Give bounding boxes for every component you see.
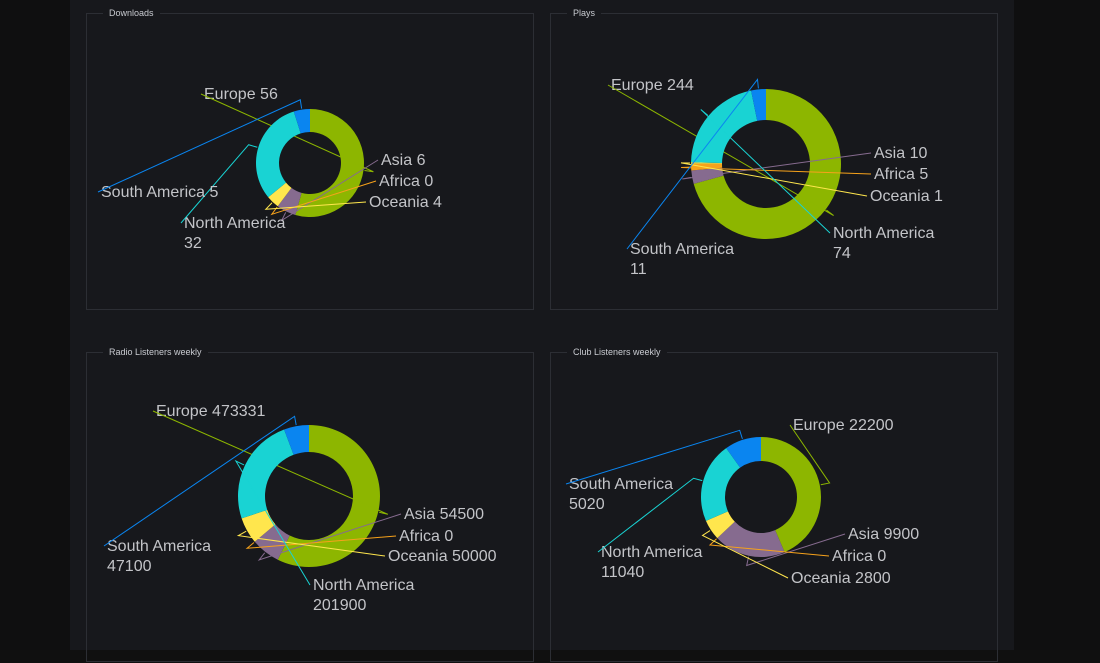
slice-europe[interactable] xyxy=(761,437,821,553)
label-oceania: Oceania 2800 xyxy=(791,570,891,587)
label-asia: Asia 6 xyxy=(381,152,426,169)
left-background xyxy=(0,0,70,650)
slice-oceania[interactable] xyxy=(241,509,276,542)
donut-chart-plays: Europe 244 Asia 10 Africa 5 Oceania 1 North … xyxy=(607,77,943,278)
label-europe: Europe 56 xyxy=(204,86,278,103)
donut-chart-radio-listeners: Europe 473331 Asia 54500 Africa 0 Oceania 5… xyxy=(103,403,497,614)
donut-chart-club-listeners: Europe 22200 Asia 9900 Africa 0 Oceania 280… xyxy=(565,417,919,587)
label-asia: Asia 9900 xyxy=(848,526,919,543)
leader-line-north-america xyxy=(700,109,831,234)
leader-line-south-america xyxy=(626,78,759,250)
slice-south-america[interactable] xyxy=(284,425,309,455)
label-europe: Europe 244 xyxy=(611,77,694,94)
label-europe: Europe 22200 xyxy=(793,417,894,434)
label-north-america: North America 11040 xyxy=(601,544,702,581)
leader-line-asia xyxy=(682,152,872,180)
leader-line-south-america xyxy=(565,429,743,485)
leader-line-south-america xyxy=(103,415,297,547)
leader-line-oceania xyxy=(236,530,386,557)
leader-line-asia xyxy=(257,513,402,561)
label-south-america: South America 11 xyxy=(630,241,734,278)
panel-title-downloads: Downloads xyxy=(103,7,160,19)
slice-south-america[interactable] xyxy=(751,89,766,121)
leader-line-oceania xyxy=(701,530,789,579)
slice-south-america[interactable] xyxy=(726,437,761,468)
slice-south-america[interactable] xyxy=(293,109,310,134)
label-north-america: North America 32 xyxy=(184,215,285,252)
leader-line-north-america xyxy=(180,144,258,224)
label-oceania: Oceania 1 xyxy=(870,188,943,205)
leader-line-africa xyxy=(681,166,872,175)
leader-line-europe xyxy=(789,424,831,486)
label-south-america: South America 47100 xyxy=(107,538,211,575)
label-africa: Africa 0 xyxy=(379,173,433,190)
panel-title-radio-listeners: Radio Listeners weekly xyxy=(103,346,208,358)
slice-oceania[interactable] xyxy=(691,162,723,164)
slice-asia[interactable] xyxy=(254,524,290,560)
donut-chart-downloads: Europe 56 Asia 6 Africa 0 Oceania 4 North Am… xyxy=(97,86,442,252)
label-africa: Africa 0 xyxy=(832,548,886,565)
slice-oceania[interactable] xyxy=(705,511,735,539)
dashboard: Downloads Europe 56 Asia 6 Africa 0 Oceania… xyxy=(70,0,1014,662)
label-asia: Asia 10 xyxy=(874,145,927,162)
slice-oceania[interactable] xyxy=(268,182,292,207)
leader-line-africa xyxy=(270,180,377,216)
label-south-america: South America 5 xyxy=(101,184,219,201)
slice-europe[interactable] xyxy=(277,425,380,567)
slice-north-america[interactable] xyxy=(256,111,301,198)
label-africa: Africa 0 xyxy=(399,528,453,545)
right-background xyxy=(1014,0,1100,650)
panel-plays: Plays Europe 244 Asia 10 Africa 5 Oceania 1… xyxy=(550,7,998,310)
label-africa: Africa 5 xyxy=(874,166,928,183)
slice-asia[interactable] xyxy=(717,521,785,557)
slice-north-america[interactable] xyxy=(701,448,741,521)
leader-line-oceania xyxy=(264,201,367,210)
panel-title-club-listeners: Club Listeners weekly xyxy=(567,346,667,358)
label-north-america: North America 201900 xyxy=(313,577,414,614)
leader-line-south-america xyxy=(97,99,303,193)
label-south-america: South America 5020 xyxy=(569,476,673,513)
leader-line-asia xyxy=(280,159,379,222)
leader-line-oceania xyxy=(680,162,868,197)
leader-line-europe xyxy=(200,93,374,173)
panel-title-plays: Plays xyxy=(567,7,602,19)
panel-club-listeners: Club Listeners weekly Europe 22200 Asia 9… xyxy=(550,346,998,662)
label-oceania: Oceania 50000 xyxy=(388,548,497,565)
leader-line-africa xyxy=(245,535,397,549)
label-europe: Europe 473331 xyxy=(156,403,266,420)
label-asia: Asia 54500 xyxy=(404,506,484,523)
leader-line-asia xyxy=(746,533,846,567)
leader-line-europe xyxy=(152,410,389,515)
leader-line-north-america xyxy=(234,459,311,586)
label-north-america: North America 74 xyxy=(833,225,934,262)
slice-north-america[interactable] xyxy=(238,429,294,519)
label-oceania: Oceania 4 xyxy=(369,194,442,211)
leader-line-europe xyxy=(607,84,834,216)
slice-europe[interactable] xyxy=(693,89,841,239)
leader-line-north-america xyxy=(597,477,703,553)
panel-downloads: Downloads Europe 56 Asia 6 Africa 0 Oceania… xyxy=(86,7,534,310)
panel-radio-listeners: Radio Listeners weekly Europe 473331 Asia… xyxy=(86,346,534,662)
